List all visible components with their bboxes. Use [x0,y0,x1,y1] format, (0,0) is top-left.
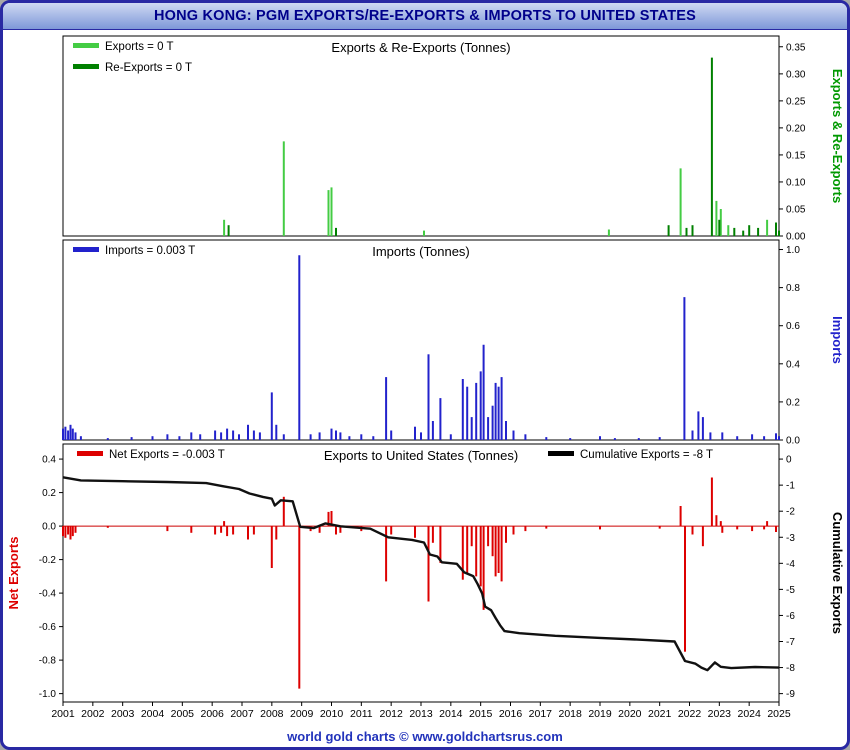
right-axis-tick-label: 0.05 [786,204,806,215]
page-title: HONG KONG: PGM EXPORTS/RE-EXPORTS & IMPO… [153,8,697,24]
x-axis-tick-label: 2022 [678,708,702,720]
right-axis-title: Cumulative Exports [830,512,845,634]
right-axis-tick-label: -5 [786,585,795,596]
legend-swatch [73,247,99,252]
right-axis-tick-label: -4 [786,559,795,570]
x-axis-tick-label: 2007 [230,708,254,720]
x-axis-tick-label: 2015 [469,708,493,720]
right-axis-tick-label: 0.4 [786,359,800,370]
right-axis-tick-label: 0.8 [786,283,800,294]
left-axis-tick-label: 0.2 [42,488,56,499]
right-axis-tick-label: 0.6 [786,321,800,332]
right-axis-tick-label: 1.0 [786,245,800,256]
x-axis-tick-label: 2023 [708,708,732,720]
x-axis-tick-label: 2025 [767,708,791,720]
left-axis-tick-label: -0.6 [39,622,57,633]
right-axis-tick-label: -2 [786,507,795,518]
right-axis-tick-label: -1 [786,481,795,492]
x-axis-tick-label: 2019 [588,708,612,720]
cumulative-line [62,476,780,672]
right-axis-tick-label: 0.30 [786,69,806,80]
legend-swatch [548,451,574,456]
legend-swatch [73,43,99,48]
x-axis-tick-label: 2006 [200,708,224,720]
panel-title: Exports to United States (Tonnes) [324,448,518,463]
x-axis-tick-label: 2005 [171,708,195,720]
panel-background [62,239,780,441]
x-axis-tick-label: 2002 [81,708,105,720]
x-axis-tick-label: 2021 [648,708,672,720]
x-axis-tick-label: 2018 [558,708,582,720]
legend-swatch [77,451,103,456]
panel-title: Imports (Tonnes) [372,244,470,259]
footer: world gold charts © www.goldchartsrus.co… [3,725,847,747]
right-axis-tick-label: 0.35 [786,42,806,53]
right-axis-tick-label: 0.2 [786,397,800,408]
right-axis-tick-label: -7 [786,637,795,648]
x-axis-tick-label: 2004 [141,708,165,720]
left-axis-tick-label: 0.4 [42,455,56,466]
x-axis-tick-label: 2012 [379,708,403,720]
x-axis-tick-label: 2008 [260,708,284,720]
panel-title: Exports & Re-Exports (Tonnes) [331,40,510,55]
right-axis-tick-label: 0.10 [786,177,806,188]
left-axis-tick-label: -1.0 [39,689,57,700]
x-axis-tick-label: 2010 [320,708,344,720]
right-axis-tick-label: -8 [786,663,795,674]
x-axis-tick-label: 2024 [737,708,761,720]
left-axis-tick-label: -0.4 [39,589,57,600]
left-axis-tick-label: -0.2 [39,555,57,566]
x-axis-tick-label: 2020 [618,708,642,720]
right-axis-tick-label: 0.20 [786,123,806,134]
x-axis-tick-label: 2001 [51,708,75,720]
legend-label: Imports = 0.003 T [105,245,195,257]
left-axis-tick-label: -0.8 [39,656,57,667]
legend-label: Re-Exports = 0 T [105,62,192,74]
right-axis-title: Imports [830,316,845,364]
right-axis-title: Exports & Re-Exports [830,69,845,203]
title-bar: HONG KONG: PGM EXPORTS/RE-EXPORTS & IMPO… [3,3,847,30]
legend-label: Cumulative Exports = -8 T [580,449,713,461]
x-axis-tick-label: 2009 [290,708,314,720]
right-axis-tick-label: -6 [786,611,795,622]
right-axis-tick-label: 0 [786,455,792,466]
legend-swatch [73,64,99,69]
x-axis-tick-label: 2017 [529,708,553,720]
x-axis-tick-label: 2014 [439,708,463,720]
legend-label: Exports = 0 T [105,41,174,53]
right-axis-tick-label: -9 [786,689,795,700]
right-axis-tick-label: 0.15 [786,150,806,161]
chart-area: 0.00 0.05 0.10 0.15 0.20 0.25 0.30 0.35 Exports … [3,30,847,725]
right-axis-tick-label: 0.0 [786,436,800,447]
panel-background [62,35,780,237]
x-axis-tick-label: 2016 [499,708,523,720]
left-axis-tick-label: 0.0 [42,522,56,533]
x-axis-tick-label: 2011 [350,708,373,720]
legend-label: Net Exports = -0.003 T [109,449,225,461]
left-axis-title: Net Exports [6,537,21,610]
charts-svg: 0.000.050.100.150.200.250.300.35Exports … [6,35,845,720]
x-axis-tick-label: 2013 [409,708,433,720]
right-axis-tick-label: 0.00 [786,232,806,243]
footer-text: world gold charts © www.goldchartsrus.co… [287,728,563,744]
right-axis-tick-label: 0.25 [786,96,806,107]
right-axis-tick-label: -3 [786,533,795,544]
x-axis-tick-label: 2003 [111,708,135,720]
